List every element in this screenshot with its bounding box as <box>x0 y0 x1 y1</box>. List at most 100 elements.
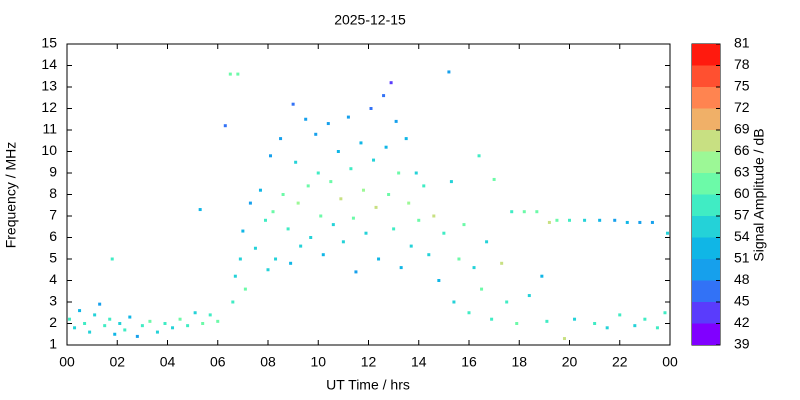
colorbar-bin <box>692 87 720 109</box>
colorbar-bin <box>692 130 720 152</box>
data-point <box>331 223 335 227</box>
data-point <box>547 220 551 224</box>
colorbar-tick-label: 63 <box>734 164 750 180</box>
colorbar-tick-label: 39 <box>734 336 750 352</box>
colorbar-bin <box>692 44 720 66</box>
colorbar-tick-label: 69 <box>734 121 750 137</box>
colorbar-tick-label: 57 <box>734 207 750 223</box>
data-point <box>178 317 182 321</box>
y-tick-label: 2 <box>49 314 57 330</box>
data-point <box>447 70 451 74</box>
data-point <box>545 319 549 323</box>
data-point <box>339 197 343 201</box>
data-point <box>163 322 167 325</box>
data-point <box>236 72 240 76</box>
data-point <box>490 317 494 321</box>
colorbar-bin <box>692 216 720 238</box>
x-tick-label: 12 <box>361 354 377 370</box>
x-tick-label: 06 <box>210 354 226 370</box>
data-point <box>279 137 283 141</box>
data-point <box>555 218 559 222</box>
data-point <box>598 218 602 222</box>
data-point <box>351 216 355 220</box>
x-tick-label: 02 <box>109 354 125 370</box>
data-point <box>414 171 418 175</box>
colorbar-bin <box>692 194 720 216</box>
x-tick-label: 18 <box>511 354 527 370</box>
plot-frame <box>66 43 671 346</box>
data-point <box>452 300 456 304</box>
data-point <box>361 188 365 192</box>
data-point <box>98 302 102 306</box>
colorbar-bin <box>692 108 720 130</box>
data-point <box>638 220 642 224</box>
data-point <box>198 208 202 212</box>
colorbar-bin <box>692 151 720 173</box>
data-point <box>321 253 325 257</box>
data-point <box>228 72 232 76</box>
data-point <box>289 261 293 265</box>
y-tick-label: 14 <box>41 56 57 72</box>
data-point <box>665 231 669 235</box>
x-tick-label: 20 <box>562 354 578 370</box>
data-point <box>485 240 489 244</box>
data-point <box>326 122 330 126</box>
data-point <box>241 229 245 233</box>
data-point <box>248 201 252 205</box>
y-tick-label: 6 <box>49 228 57 244</box>
data-point <box>271 210 275 214</box>
data-point <box>573 317 577 321</box>
data-point <box>110 257 114 261</box>
data-point <box>243 287 247 291</box>
data-point <box>404 137 408 141</box>
x-axis-label: UT Time / hrs <box>326 377 410 393</box>
y-axis-label: Frequency / MHz <box>3 142 19 249</box>
x-tick-label: 04 <box>160 354 176 370</box>
data-point <box>372 158 376 162</box>
data-point <box>354 270 358 274</box>
colorbar-bin <box>692 237 720 259</box>
data-point <box>422 184 426 188</box>
data-point <box>319 214 323 218</box>
data-point <box>384 145 388 149</box>
data-point <box>148 319 152 323</box>
colorbar-tick-label: 81 <box>734 35 750 51</box>
data-point <box>140 324 144 328</box>
data-point <box>462 223 466 227</box>
data-point <box>359 141 363 145</box>
data-point <box>269 154 273 158</box>
x-tick-label: 16 <box>461 354 477 370</box>
data-point <box>613 218 617 222</box>
y-tick-label: 8 <box>49 185 57 201</box>
data-point <box>103 324 107 328</box>
data-point <box>409 244 413 248</box>
data-point <box>349 167 353 171</box>
data-point <box>83 322 87 325</box>
colorbar-tick-label: 66 <box>734 142 750 158</box>
data-point <box>274 257 278 261</box>
y-tick-label: 3 <box>49 293 57 309</box>
y-tick-label: 13 <box>41 78 57 94</box>
data-point <box>457 257 461 261</box>
data-point <box>527 294 531 298</box>
data-point <box>135 334 139 338</box>
colorbar-tick-label: 72 <box>734 99 750 115</box>
data-point <box>123 328 127 332</box>
x-tick-label: 08 <box>260 354 276 370</box>
data-point <box>650 220 654 224</box>
x-tick-label: 10 <box>310 354 326 370</box>
colorbar-bin <box>692 259 720 281</box>
data-point <box>73 326 77 330</box>
colorbar-bin <box>692 173 720 195</box>
data-point <box>78 309 82 313</box>
data-point <box>562 337 566 341</box>
data-point <box>655 326 659 330</box>
data-point <box>449 180 453 184</box>
colorbar-bin <box>692 65 720 87</box>
data-point <box>492 177 496 181</box>
data-point <box>369 107 373 110</box>
y-tick-label: 1 <box>49 336 57 352</box>
data-point <box>263 218 267 222</box>
data-point <box>407 201 411 205</box>
data-point <box>193 311 197 315</box>
